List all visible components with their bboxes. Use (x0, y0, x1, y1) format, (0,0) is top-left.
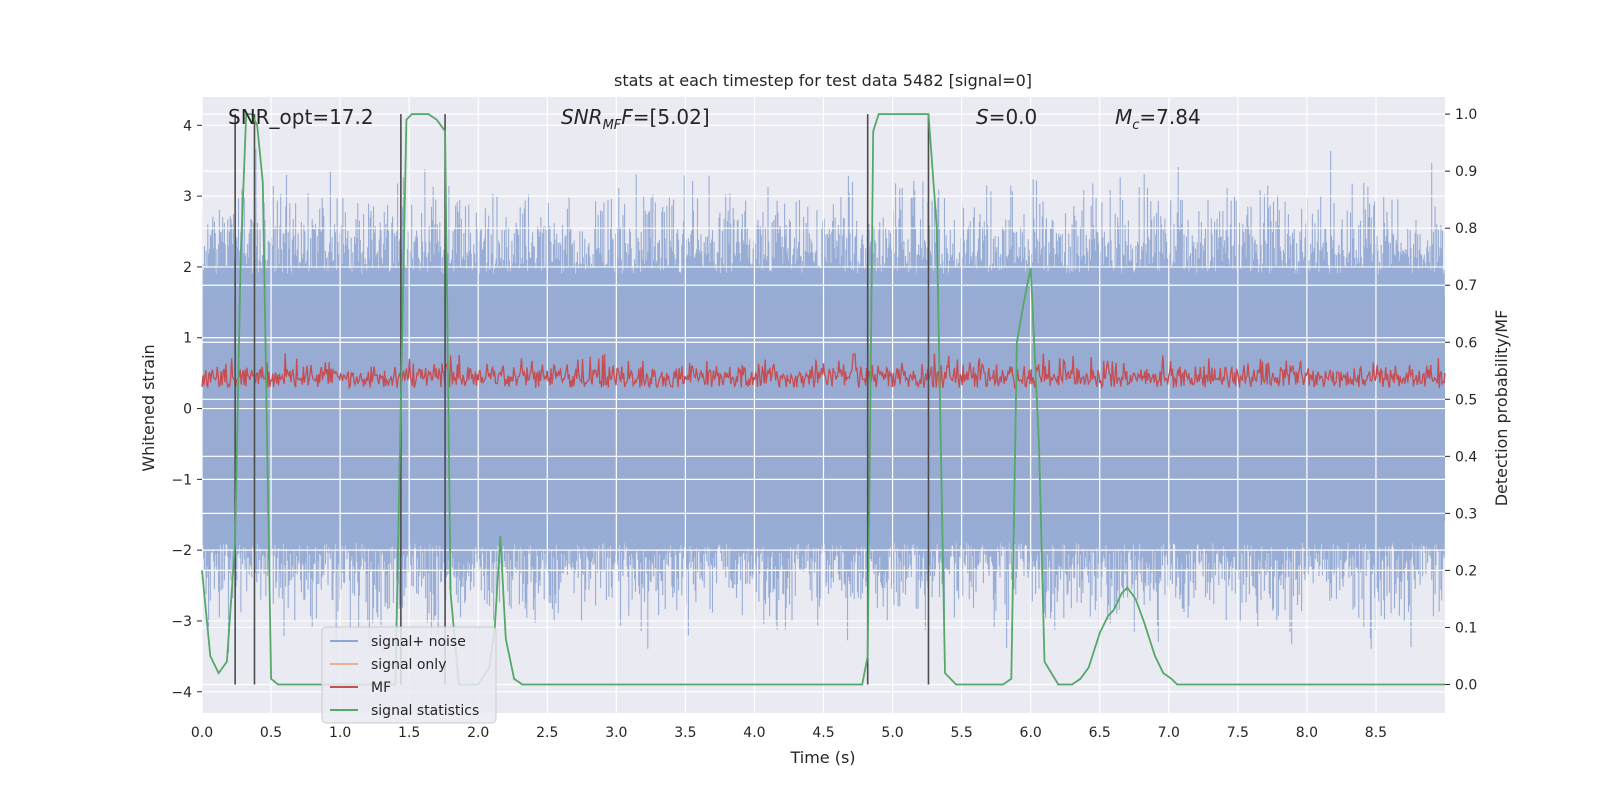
y-tick-label-right: 0.0 (1455, 677, 1477, 693)
x-tick-label: 2.5 (536, 725, 558, 741)
s-val: =0.0 (989, 105, 1038, 129)
legend-box (321, 626, 497, 724)
y-tick-label-right: 0.5 (1455, 392, 1477, 408)
mc-sub: c (1132, 118, 1139, 133)
x-tick-label: 3.5 (674, 725, 696, 741)
signal-statistics-series (201, 113, 1445, 686)
signal-statistics-line (201, 113, 1445, 686)
snr-mf-sub: MF (603, 118, 622, 133)
x-tick-label: 6.0 (1020, 725, 1042, 741)
y-tick-label-right: 0.6 (1455, 335, 1477, 351)
y-axis-label-left: Whitened strain (139, 344, 158, 471)
snr-mf-main: SNR (561, 105, 603, 129)
snr-mf-f: F (621, 105, 633, 129)
y-tick-label-right: 0.2 (1455, 563, 1477, 579)
y-tick-label-left: −4 (171, 685, 192, 701)
s-main: S (976, 105, 989, 129)
y-tick-label-left: −2 (171, 543, 192, 559)
x-tick-label: 5.0 (881, 725, 903, 741)
x-tick-label: 0.0 (191, 725, 213, 741)
x-tick-label: 4.5 (812, 725, 834, 741)
mc-val: =7.84 (1139, 105, 1200, 129)
mf-line (201, 353, 1446, 390)
y-tick-label-left: −1 (171, 472, 192, 488)
y-tick-label-left: 4 (183, 118, 192, 134)
chart-title: stats at each timestep for test data 548… (614, 71, 1032, 90)
y-tick-label-right: 0.9 (1455, 164, 1477, 180)
y-tick-label-right: 0.8 (1455, 221, 1477, 237)
y-tick-label-left: −3 (171, 614, 192, 630)
x-tick-label: 2.0 (467, 725, 489, 741)
x-tick-label: 4.0 (743, 725, 765, 741)
x-tick-label: 3.0 (605, 725, 627, 741)
legend: signal+ noise signal only MF signal statist… (321, 626, 497, 724)
legend-label: MF (371, 680, 391, 696)
legend-label: signal statistics (371, 703, 479, 719)
annotation-mc: Mc=7.84 (1115, 105, 1201, 133)
x-tick-label: 1.5 (398, 725, 420, 741)
snr-mf-val: =[5.02] (633, 105, 710, 129)
x-tick-label: 8.5 (1365, 725, 1387, 741)
y-tick-label-right: 0.3 (1455, 506, 1477, 522)
x-tick-label: 1.0 (329, 725, 351, 741)
y-tick-label-right: 1.0 (1455, 107, 1477, 123)
y-tick-label-right: 0.7 (1455, 278, 1477, 294)
x-axis-label: Time (s) (789, 748, 855, 767)
x-tick-label: 6.5 (1089, 725, 1111, 741)
annotation-snr-opt: SNR_opt=17.2 (228, 105, 374, 129)
y-tick-label-left: 0 (183, 402, 192, 418)
y-tick-label-left: 1 (183, 331, 192, 347)
mf-series (201, 353, 1446, 390)
x-tick-label: 0.5 (260, 725, 282, 741)
annotation-snr-mf: SNRMFF=[5.02] (561, 105, 710, 133)
y-tick-label-left: 2 (183, 260, 192, 276)
y-axis-label-right: Detection probability/MF (1492, 310, 1511, 507)
y-tick-label-right: 0.1 (1455, 620, 1477, 636)
y-tick-label-right: 0.4 (1455, 449, 1477, 465)
ticks: 0.0 0.5 1.0 1.5 2.0 2.5 3.0 3.5 4.0 4.5 5.0 5.5 6.0 6… (171, 107, 1477, 741)
annotation-s: S=0.0 (976, 105, 1037, 129)
y-tick-label-left: 3 (183, 189, 192, 205)
x-tick-label: 5.5 (950, 725, 972, 741)
x-tick-label: 8.0 (1296, 725, 1318, 741)
legend-label: signal only (371, 657, 446, 673)
x-tick-label: 7.0 (1158, 725, 1180, 741)
legend-label: signal+ noise (371, 634, 466, 650)
x-tick-label: 7.5 (1227, 725, 1249, 741)
mc-main: M (1115, 105, 1132, 129)
grid (201, 97, 1445, 713)
